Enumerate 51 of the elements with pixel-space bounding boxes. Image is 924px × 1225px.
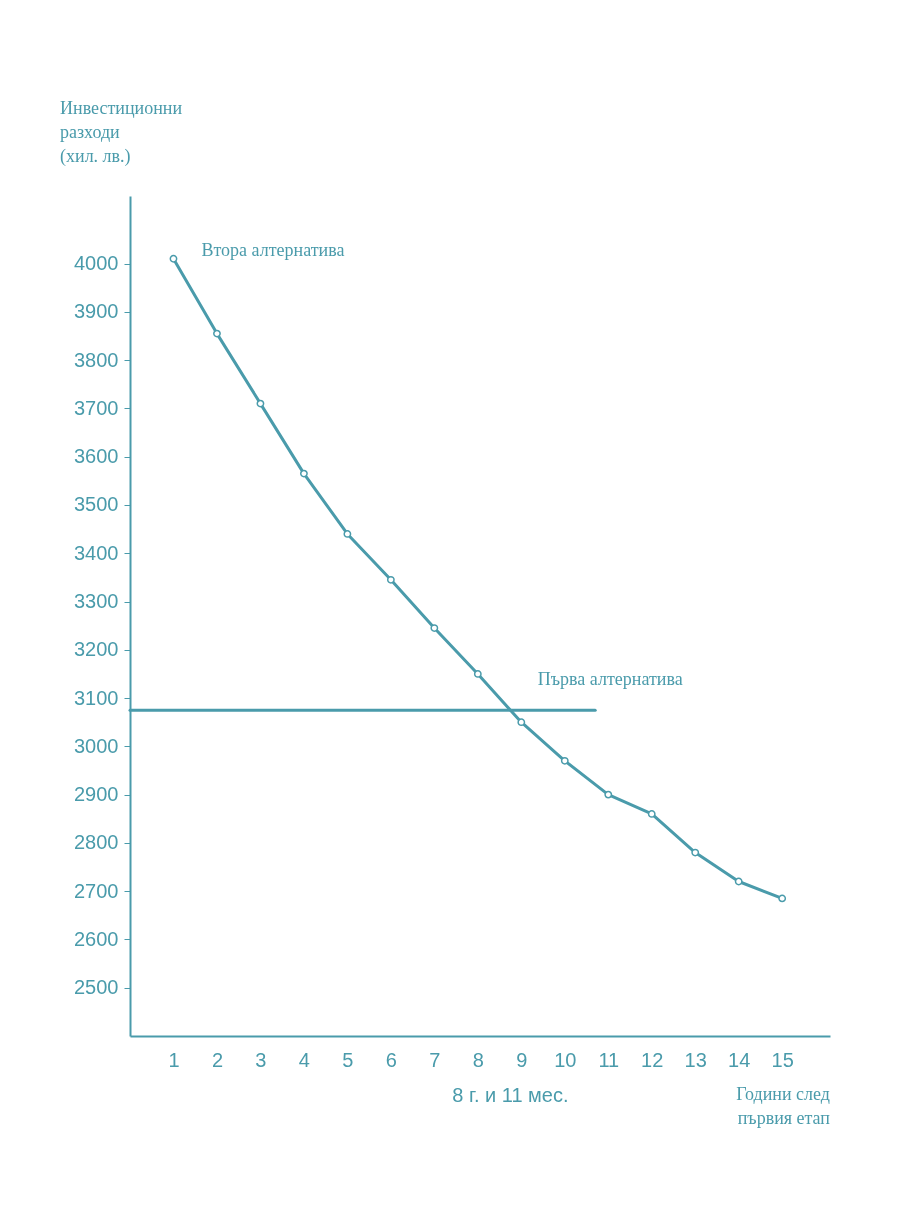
point (473, 670, 482, 678)
x-axis-title: Години след първия етап (736, 1084, 831, 1128)
point (300, 469, 308, 478)
y-tick-label: 3000 (74, 734, 119, 757)
y-axis-title: Инвестиционни разходи (хил. лв.) (60, 98, 183, 167)
y-tick-label: 2800 (74, 831, 119, 854)
y-tick-label: 2900 (74, 783, 119, 806)
y-tick-label: 3400 (74, 541, 119, 564)
x-tick-label: 5 (342, 1048, 354, 1071)
y-tick-label: 3700 (74, 396, 119, 419)
x-tick-label: 9 (516, 1048, 528, 1071)
point (517, 718, 526, 727)
point (386, 575, 395, 584)
point (343, 530, 352, 538)
y-tick-label: 3500 (74, 493, 119, 516)
x-tick-label: 1 (168, 1048, 180, 1071)
series-label: Втора алтернатива (201, 239, 345, 260)
series-label: Първа алтернатива (537, 669, 683, 690)
y-tick-label: 3300 (74, 590, 119, 613)
point (169, 254, 178, 263)
y-tick-label: 2600 (74, 927, 119, 950)
y-tick-label: 2700 (74, 879, 119, 902)
y-tick-label: 3200 (74, 638, 119, 661)
point (778, 894, 787, 903)
point (256, 399, 265, 408)
point (647, 810, 656, 818)
x-tick-label: 6 (385, 1048, 397, 1071)
y-tick-label: 3100 (74, 686, 119, 709)
x-tick-label: 7 (429, 1048, 441, 1071)
x-tick-label: 10 (554, 1048, 577, 1071)
x-tick-label: 3 (255, 1048, 267, 1071)
x-tick-label: 15 (771, 1048, 794, 1071)
point (734, 877, 743, 886)
y-tick-label: 4000 (74, 252, 119, 275)
point (430, 624, 439, 632)
x-tick-label: 11 (598, 1048, 620, 1071)
x-tick-label: 12 (641, 1048, 664, 1071)
y-tick-label: 3600 (74, 445, 119, 468)
point (560, 756, 569, 765)
text: 8 г. и 11 мес. (452, 1084, 569, 1106)
y-tick-label: 3900 (74, 300, 119, 323)
x-tick-label: 13 (684, 1048, 707, 1071)
point (604, 790, 613, 799)
x-tick-label: 8 (472, 1048, 484, 1071)
y-tick-label: 3800 (74, 348, 119, 371)
x-tick-label: 4 (298, 1048, 310, 1071)
x-tick-label: 2 (211, 1048, 224, 1071)
point (213, 329, 221, 338)
point (691, 848, 700, 857)
x-tick-label: 14 (728, 1048, 751, 1071)
y-tick-label: 2500 (74, 976, 119, 999)
